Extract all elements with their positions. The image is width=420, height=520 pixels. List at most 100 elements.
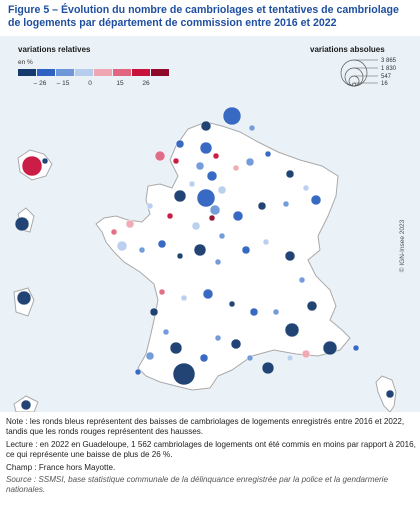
- department-circle: [302, 184, 310, 192]
- legend-tick: – 26: [34, 80, 47, 87]
- department-circle: [191, 221, 201, 231]
- size-value: 547: [381, 74, 392, 80]
- department-circle: [217, 185, 227, 195]
- size-circle-small: [348, 75, 360, 87]
- department-circle: [154, 150, 166, 162]
- department-circle: [306, 300, 318, 312]
- department-circle: [162, 328, 170, 336]
- department-circle: [176, 252, 184, 260]
- department-circle: [138, 246, 146, 254]
- department-circle: [301, 349, 311, 359]
- department-circle: [193, 243, 207, 257]
- department-circle: [214, 334, 222, 342]
- department-circle: [202, 288, 214, 300]
- department-circle: [249, 307, 259, 317]
- department-circle: [264, 150, 272, 158]
- department-circle: [257, 201, 267, 211]
- department-circle: [169, 341, 183, 355]
- department-circle: [246, 354, 254, 362]
- department-circles: [14, 106, 395, 411]
- department-circle: [284, 322, 300, 338]
- department-circle: [173, 189, 187, 203]
- department-circle: [172, 157, 180, 165]
- color-scale-box: [113, 69, 131, 76]
- department-circle: [180, 294, 188, 302]
- department-circle: [149, 307, 159, 317]
- department-circle: [218, 232, 226, 240]
- legend-tick: 26: [142, 80, 150, 87]
- color-scale-box: [18, 69, 36, 76]
- department-circle: [261, 361, 275, 375]
- color-scale-box: [132, 69, 150, 76]
- department-circle: [230, 338, 242, 350]
- watermark: © IGN-Insee 2023: [398, 219, 406, 272]
- color-scale: [18, 69, 169, 76]
- department-circle: [175, 139, 185, 149]
- department-circle: [245, 157, 255, 167]
- notes-block: Note : les ronds bleus représentent des …: [6, 417, 416, 498]
- department-circle: [200, 120, 212, 132]
- department-circle: [125, 219, 135, 229]
- department-circle: [110, 228, 118, 236]
- department-circle: [285, 169, 295, 179]
- size-value: 16: [381, 81, 388, 87]
- department-circle: [212, 152, 220, 160]
- department-circle: [16, 290, 32, 306]
- map-panel: variations relatives en % – 26 – 15 0 15…: [0, 36, 420, 412]
- department-circle: [41, 157, 49, 165]
- france-mainland-shape: [95, 121, 351, 391]
- note-text: Note : les ronds bleus représentent des …: [6, 417, 405, 437]
- department-circle: [158, 288, 166, 296]
- color-scale-box: [56, 69, 74, 76]
- size-circle-tiny: [352, 82, 356, 87]
- department-circle: [298, 276, 306, 284]
- lecture-text: Lecture : en 2022 en Guadeloupe, 1 562 c…: [6, 439, 416, 460]
- department-circle: [208, 214, 216, 222]
- size-value: 1 830: [381, 66, 397, 72]
- department-circle: [172, 362, 196, 386]
- department-circle: [20, 399, 32, 411]
- figure-title: Figure 5 – Évolution du nombre de cambri…: [8, 4, 399, 29]
- legend-tick: – 15: [57, 80, 70, 87]
- legend-tick: 15: [116, 80, 124, 87]
- department-circle: [206, 170, 218, 182]
- department-circle: [195, 161, 205, 171]
- department-circle: [310, 194, 322, 206]
- size-value: 3 865: [381, 58, 397, 64]
- size-circle-large: [340, 59, 368, 87]
- department-circle: [209, 204, 221, 216]
- department-circle: [286, 354, 294, 362]
- department-circle: [14, 216, 30, 232]
- legend-relative-unit: en %: [18, 59, 33, 66]
- department-circle: [214, 258, 222, 266]
- department-circle: [228, 300, 236, 308]
- color-scale-box: [94, 69, 112, 76]
- department-circle: [166, 212, 174, 220]
- color-scale-box: [151, 69, 169, 76]
- department-circle: [116, 240, 128, 252]
- department-circle: [322, 340, 338, 356]
- department-circle: [282, 200, 290, 208]
- department-circle: [262, 238, 270, 246]
- department-circle: [352, 344, 360, 352]
- department-circle: [241, 245, 251, 255]
- department-circle: [145, 351, 155, 361]
- department-circle: [157, 239, 167, 249]
- source-text: Source : SSMSI, base statistique communa…: [6, 475, 388, 495]
- department-circle: [222, 106, 242, 126]
- department-circle: [199, 141, 213, 155]
- legend-tick: 0: [88, 80, 92, 87]
- color-scale-box: [37, 69, 55, 76]
- legend-absolute: variations absolues 3 865 1 830 547 16: [310, 45, 397, 87]
- department-circle: [385, 389, 395, 399]
- department-circle: [146, 202, 154, 210]
- department-circle: [196, 188, 216, 208]
- color-scale-box: [75, 69, 93, 76]
- department-circle: [272, 308, 280, 316]
- department-circle: [284, 250, 296, 262]
- department-circle: [21, 155, 43, 177]
- department-circle: [232, 210, 244, 222]
- department-circle: [188, 180, 196, 188]
- department-circle: [248, 124, 256, 132]
